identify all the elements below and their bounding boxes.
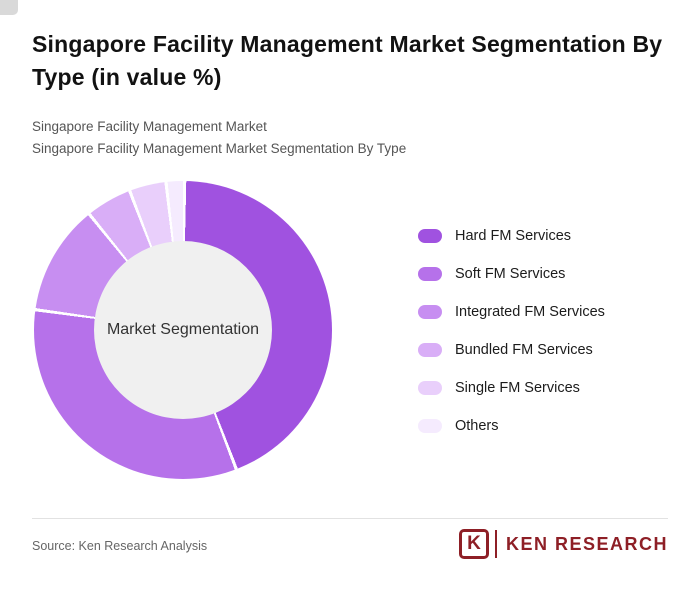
legend-swatch	[418, 343, 442, 357]
legend-item: Integrated FM Services	[418, 304, 605, 320]
source-note: Source: Ken Research Analysis	[32, 539, 208, 553]
legend-item: Bundled FM Services	[418, 342, 605, 358]
legend-label: Hard FM Services	[455, 228, 572, 244]
legend-swatch	[418, 229, 442, 243]
legend-item: Hard FM Services	[418, 228, 605, 244]
legend-label: Soft FM Services	[455, 266, 566, 282]
corner-artifact	[0, 0, 18, 15]
legend-item: Others	[418, 418, 605, 434]
legend-swatch	[418, 267, 442, 281]
legend-swatch	[418, 381, 442, 395]
subtitle-block: Singapore Facility Management Market Sin…	[32, 116, 406, 161]
subtitle-line-1: Singapore Facility Management Market	[32, 119, 267, 134]
legend-label: Others	[455, 418, 499, 434]
donut-center: Market Segmentation	[94, 241, 272, 419]
legend-label: Single FM Services	[455, 380, 580, 396]
ken-research-k-icon: K	[458, 529, 489, 559]
logo-separator	[494, 530, 497, 558]
legend-item: Single FM Services	[418, 380, 605, 396]
legend: Hard FM Services Soft FM Services Integrat…	[418, 228, 605, 456]
donut-center-label: Market Segmentation	[106, 321, 260, 338]
legend-swatch	[418, 305, 442, 319]
logo-wordmark: KEN RESEARCH	[505, 533, 668, 554]
legend-label: Integrated FM Services	[455, 304, 605, 320]
subtitle-line-2: Singapore Facility Management Market Seg…	[32, 141, 407, 157]
donut-chart: Market Segmentation	[34, 181, 332, 479]
legend-item: Soft FM Services	[418, 266, 605, 282]
legend-swatch	[418, 419, 442, 433]
ken-research-logo: K KEN RESEARCH	[458, 529, 668, 559]
legend-label: Bundled FM Services	[455, 342, 593, 358]
page-title: Singapore Facility Management Market Seg…	[32, 31, 663, 91]
footer-divider	[32, 518, 668, 519]
